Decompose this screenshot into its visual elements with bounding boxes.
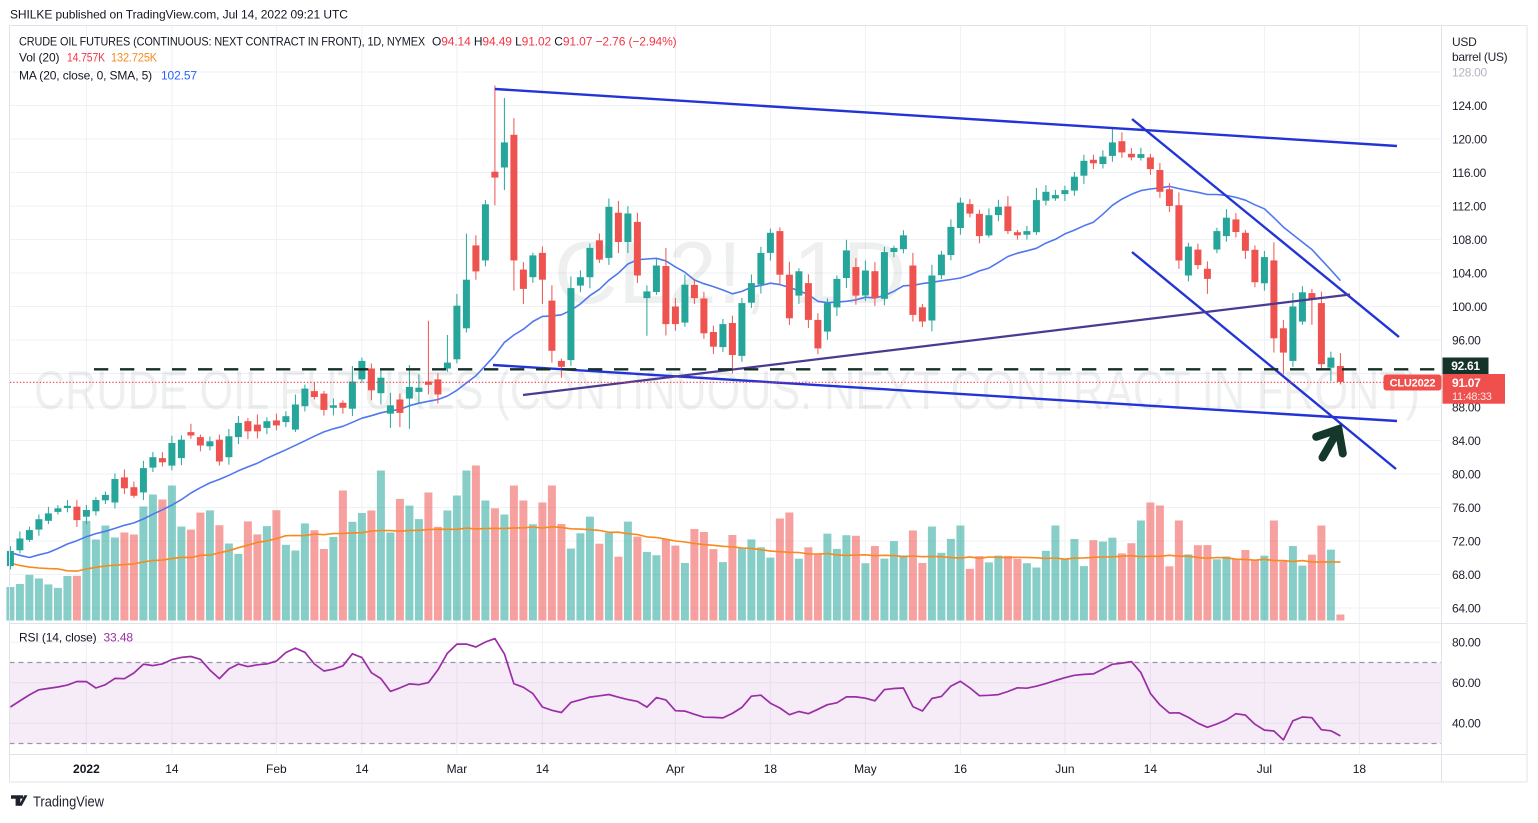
svg-text:96.00: 96.00 bbox=[1452, 333, 1481, 347]
svg-text:TradingView: TradingView bbox=[33, 794, 104, 811]
svg-text:11:48:33: 11:48:33 bbox=[1452, 391, 1492, 403]
svg-text:64.00: 64.00 bbox=[1452, 601, 1481, 615]
svg-text:80.00: 80.00 bbox=[1452, 467, 1481, 481]
svg-text:92.61: 92.61 bbox=[1451, 359, 1480, 373]
svg-text:USD: USD bbox=[1452, 35, 1477, 49]
svg-text:108.00: 108.00 bbox=[1452, 233, 1488, 247]
svg-text:60.00: 60.00 bbox=[1452, 676, 1481, 690]
svg-text:68.00: 68.00 bbox=[1452, 568, 1481, 582]
svg-text:18: 18 bbox=[764, 762, 778, 776]
svg-text:76.00: 76.00 bbox=[1452, 501, 1481, 515]
svg-text:14: 14 bbox=[1144, 762, 1158, 776]
svg-text:SHILKE published on TradingVie: SHILKE published on TradingView.com, Jul… bbox=[10, 8, 348, 22]
svg-text:16: 16 bbox=[954, 762, 968, 776]
svg-text:91.07: 91.07 bbox=[1452, 376, 1481, 390]
svg-text:128.00: 128.00 bbox=[1452, 65, 1488, 79]
svg-text:CLU2022: CLU2022 bbox=[1390, 378, 1436, 390]
svg-text:100.00: 100.00 bbox=[1452, 300, 1488, 314]
svg-text:2022: 2022 bbox=[73, 762, 100, 776]
svg-text:18: 18 bbox=[1353, 762, 1367, 776]
svg-text:14: 14 bbox=[355, 762, 369, 776]
svg-text:Feb: Feb bbox=[266, 762, 287, 776]
svg-text:88.00: 88.00 bbox=[1452, 400, 1481, 414]
svg-text:116.00: 116.00 bbox=[1452, 166, 1487, 180]
svg-text:MA (20, close, 0, SMA, 5)102.5: MA (20, close, 0, SMA, 5) 102.57 bbox=[19, 69, 197, 83]
svg-text:14: 14 bbox=[165, 762, 179, 776]
svg-text:Jun: Jun bbox=[1055, 762, 1074, 776]
svg-text:Mar: Mar bbox=[447, 762, 468, 776]
svg-text:CRUDE OIL FUTURES (CONTINUOUS:: CRUDE OIL FUTURES (CONTINUOUS: NEXT CONT… bbox=[19, 35, 677, 49]
svg-text:May: May bbox=[854, 762, 877, 776]
svg-text:84.00: 84.00 bbox=[1452, 434, 1481, 448]
svg-text:barrel (US): barrel (US) bbox=[1452, 50, 1508, 64]
svg-text:104.00: 104.00 bbox=[1452, 266, 1488, 280]
svg-text:Apr: Apr bbox=[666, 762, 685, 776]
svg-text:RSI (14, close)33.48: RSI (14, close) 33.48 bbox=[19, 631, 133, 645]
svg-text:14: 14 bbox=[536, 762, 550, 776]
svg-text:120.00: 120.00 bbox=[1452, 132, 1488, 146]
svg-text:124.00: 124.00 bbox=[1452, 99, 1488, 113]
svg-text:40.00: 40.00 bbox=[1452, 717, 1481, 731]
svg-text:72.00: 72.00 bbox=[1452, 534, 1481, 548]
svg-text:Jul: Jul bbox=[1257, 762, 1272, 776]
svg-text:112.00: 112.00 bbox=[1452, 199, 1487, 213]
svg-text:80.00: 80.00 bbox=[1452, 636, 1481, 650]
